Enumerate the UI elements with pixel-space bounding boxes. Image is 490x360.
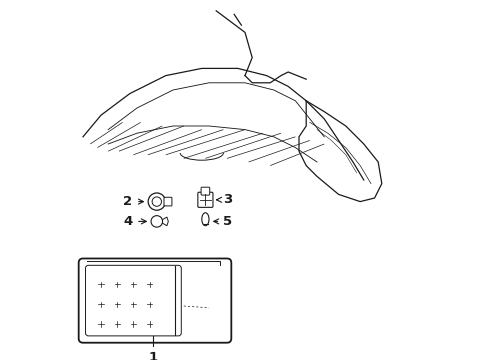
FancyBboxPatch shape	[164, 197, 172, 206]
FancyBboxPatch shape	[198, 192, 213, 207]
Text: 5: 5	[223, 215, 232, 228]
FancyBboxPatch shape	[79, 258, 231, 343]
Text: 4: 4	[123, 215, 133, 228]
Polygon shape	[175, 259, 231, 337]
Text: 1: 1	[148, 351, 158, 360]
FancyBboxPatch shape	[86, 265, 181, 336]
Text: 3: 3	[223, 193, 232, 206]
FancyBboxPatch shape	[201, 187, 210, 195]
Text: 2: 2	[123, 195, 133, 208]
